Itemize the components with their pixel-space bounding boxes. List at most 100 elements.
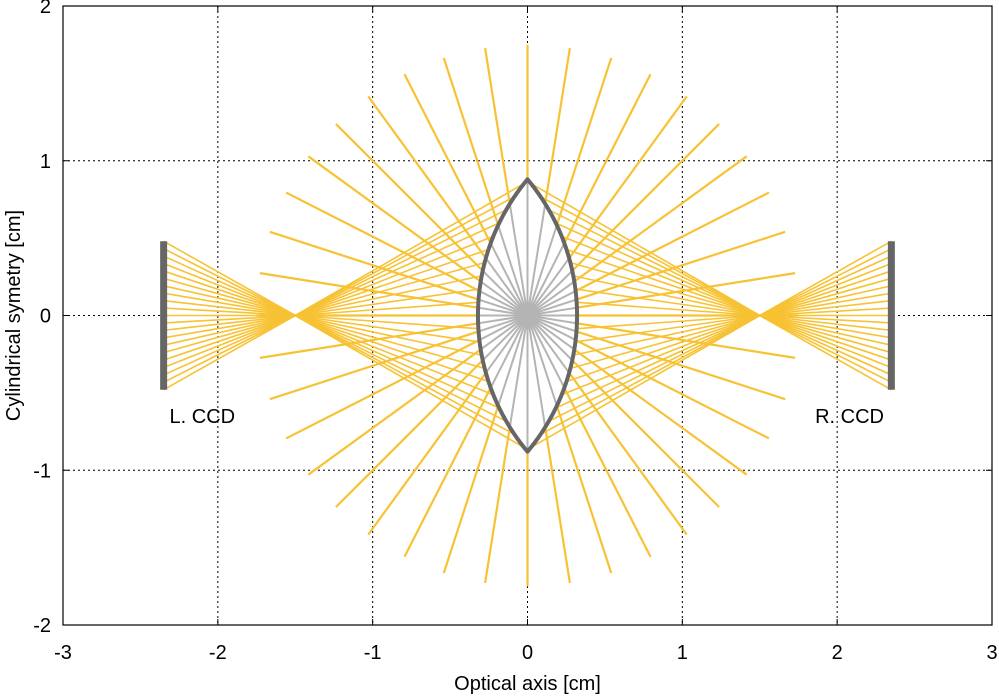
detector-ray bbox=[163, 240, 296, 317]
x-tick-label: 2 bbox=[832, 642, 843, 664]
inner-ray bbox=[478, 298, 528, 317]
detector-ray bbox=[163, 270, 296, 317]
focused-ray bbox=[294, 314, 515, 436]
focused-ray bbox=[294, 209, 507, 317]
ray bbox=[335, 359, 484, 508]
inner-ray bbox=[527, 298, 577, 317]
focused-ray bbox=[555, 222, 761, 317]
inner-ray bbox=[526, 242, 566, 316]
inner-ray bbox=[526, 280, 575, 317]
ray bbox=[575, 191, 770, 292]
detector-ray bbox=[163, 314, 296, 346]
detector-ray bbox=[163, 314, 296, 376]
inner-ray bbox=[482, 270, 529, 317]
ray bbox=[484, 427, 511, 584]
detector-ray bbox=[759, 314, 892, 376]
focused-ray bbox=[294, 314, 489, 383]
detector-ray bbox=[759, 314, 892, 332]
detector-ray bbox=[163, 314, 296, 332]
detector-ray bbox=[759, 292, 892, 317]
x-axis-label: Optical axis [cm] bbox=[454, 673, 601, 695]
y-axis-label: Cylindrical symetry [cm] bbox=[3, 210, 25, 421]
inner-ray bbox=[526, 315, 558, 407]
focused-ray bbox=[294, 235, 494, 317]
focused-ray bbox=[575, 288, 760, 317]
rays bbox=[163, 44, 892, 587]
detector-ray bbox=[759, 240, 892, 317]
ray bbox=[269, 230, 479, 301]
focused-ray bbox=[570, 314, 760, 370]
inner-ray bbox=[497, 315, 529, 407]
ray bbox=[307, 155, 482, 283]
focused-ray bbox=[576, 301, 760, 317]
y-tick-label: 0 bbox=[40, 306, 51, 328]
focused-ray bbox=[294, 314, 500, 409]
detector-ray bbox=[759, 314, 892, 361]
ray bbox=[563, 387, 652, 558]
focused-ray bbox=[294, 248, 489, 317]
detector-ray bbox=[163, 247, 296, 317]
ray bbox=[555, 405, 613, 574]
inner-ray bbox=[477, 314, 528, 325]
focused-ray bbox=[566, 314, 761, 383]
detector-ray bbox=[163, 314, 296, 354]
inner-ray bbox=[527, 306, 578, 317]
focused-ray bbox=[295, 261, 485, 317]
detector-ray bbox=[163, 307, 296, 317]
inner-ray bbox=[478, 290, 528, 317]
focused-ray bbox=[548, 209, 761, 317]
detector-ray bbox=[163, 255, 296, 317]
ray bbox=[555, 57, 613, 226]
detector-ray bbox=[759, 262, 892, 317]
ray bbox=[442, 57, 500, 226]
ray bbox=[269, 330, 479, 401]
x-tick-label: -1 bbox=[364, 642, 382, 664]
focused-ray bbox=[530, 182, 761, 317]
focused-ray bbox=[570, 261, 760, 317]
focused-ray bbox=[295, 301, 479, 317]
ray bbox=[403, 73, 492, 244]
left-ccd-label: L. CCD bbox=[170, 406, 236, 428]
ray bbox=[403, 387, 492, 558]
inner-ray bbox=[527, 290, 577, 317]
detector-ray bbox=[163, 314, 296, 391]
detector-ray bbox=[163, 299, 296, 317]
detector-ray bbox=[163, 314, 296, 361]
ray bbox=[576, 330, 786, 401]
x-tick-label: 1 bbox=[677, 642, 688, 664]
ray bbox=[576, 230, 786, 301]
x-tick-label: 0 bbox=[522, 642, 533, 664]
inner-ray bbox=[526, 270, 573, 317]
detector-ray bbox=[759, 255, 892, 317]
ray bbox=[568, 95, 688, 259]
inner-ray bbox=[497, 224, 529, 316]
inner-ray bbox=[508, 203, 529, 316]
detector-ray bbox=[163, 314, 296, 324]
lens bbox=[475, 177, 580, 454]
focused-ray bbox=[294, 182, 525, 317]
detector-ray bbox=[759, 270, 892, 317]
focused-ray bbox=[555, 314, 761, 409]
ray bbox=[575, 339, 770, 440]
ray bbox=[573, 155, 748, 283]
focused-ray bbox=[540, 195, 761, 317]
inner-ray bbox=[480, 314, 529, 351]
detector-ray bbox=[759, 314, 892, 354]
focused-ray bbox=[575, 314, 760, 343]
detector-ray bbox=[759, 299, 892, 317]
inner-ray bbox=[478, 314, 528, 341]
inner-ray bbox=[527, 314, 577, 333]
detector-ray bbox=[759, 314, 892, 391]
focused-ray bbox=[295, 314, 482, 356]
lens-outline bbox=[475, 177, 580, 454]
x-tick-label: -3 bbox=[54, 642, 72, 664]
ray bbox=[563, 73, 652, 244]
y-tick-label: -2 bbox=[33, 615, 51, 637]
ray bbox=[568, 372, 688, 536]
inner-ray bbox=[477, 306, 528, 317]
detector-ray bbox=[163, 314, 296, 384]
ray bbox=[307, 348, 482, 476]
focused-ray bbox=[294, 195, 515, 317]
ray bbox=[367, 95, 487, 259]
